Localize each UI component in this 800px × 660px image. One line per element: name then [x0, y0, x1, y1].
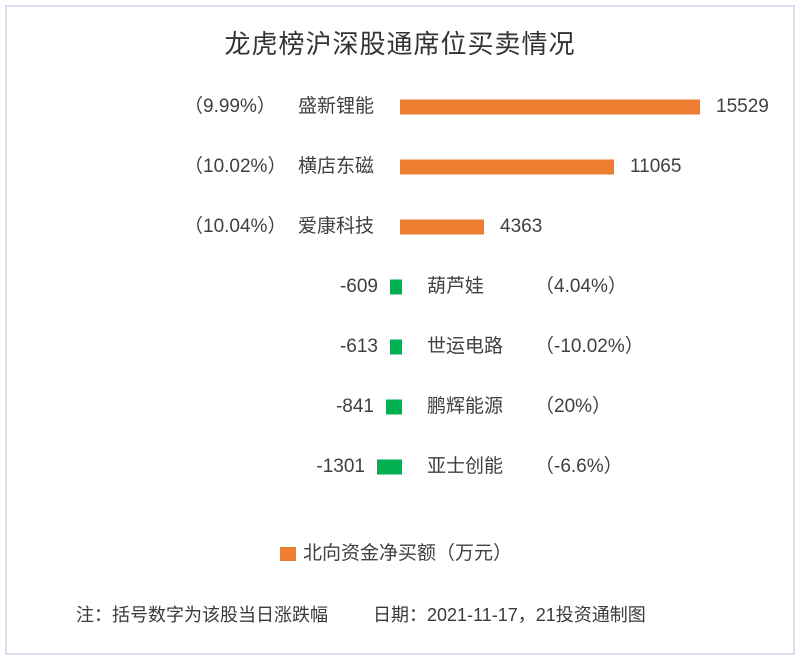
chart-row: （10.02%） 横店东磁 11065	[0, 137, 800, 197]
legend: 北向资金净买额（万元）	[0, 540, 800, 568]
pct-change-label: （10.04%）	[184, 216, 287, 237]
stock-name: 葫芦娃	[427, 276, 485, 297]
bar-negative	[390, 279, 402, 295]
stock-name: 鹏辉能源	[427, 396, 504, 417]
pct-change-label: （10.02%）	[184, 156, 287, 177]
value-label: -841	[335, 396, 374, 417]
value-label: 4363	[500, 216, 543, 237]
chart-title: 龙虎榜沪深股通席位买卖情况	[224, 29, 576, 59]
stock-name: 横店东磁	[298, 156, 375, 177]
footer: 注：括号数字为该股当日涨跌幅 日期：2021-11-17，21投资通制图	[0, 598, 800, 632]
pct-change-label: （-6.6%）	[535, 456, 623, 477]
bar-negative	[377, 459, 402, 475]
chart-row: -1301 亚士创能 （-6.6%）	[0, 437, 800, 497]
pct-change-label: （4.04%）	[535, 276, 627, 297]
footer-date: 日期：2021-11-17，21投资通制图	[373, 605, 646, 625]
pct-change-label: （9.99%）	[184, 96, 276, 117]
value-label: 15529	[716, 96, 769, 117]
bar-positive	[400, 219, 484, 235]
legend-label: 北向资金净买额（万元）	[303, 543, 513, 564]
chart-row: -841 鹏辉能源 （20%）	[0, 377, 800, 437]
pct-change-label: （20%）	[535, 396, 612, 417]
value-label: -1301	[316, 456, 365, 477]
stock-name: 爱康科技	[298, 216, 375, 237]
chart-row: （9.99%） 盛新锂能 15529	[0, 77, 800, 137]
chart-row: -613 世运电路 （-10.02%）	[0, 317, 800, 377]
value-label: -609	[339, 276, 378, 297]
bar-positive	[400, 99, 700, 115]
value-label: -613	[339, 336, 378, 357]
footer-note: 注：括号数字为该股当日涨跌幅	[76, 605, 328, 625]
bar-positive	[400, 159, 614, 175]
stock-name: 盛新锂能	[298, 96, 375, 117]
pct-change-label: （-10.02%）	[535, 336, 644, 357]
stock-name: 亚士创能	[427, 456, 504, 477]
chart-row: （10.04%） 爱康科技 4363	[0, 197, 800, 257]
bar-negative	[386, 399, 402, 415]
value-label: 11065	[630, 156, 682, 177]
stock-name: 世运电路	[427, 336, 504, 357]
bar-negative	[390, 339, 402, 355]
legend-swatch-icon	[280, 547, 296, 561]
chart-row: -609 葫芦娃 （4.04%）	[0, 257, 800, 317]
